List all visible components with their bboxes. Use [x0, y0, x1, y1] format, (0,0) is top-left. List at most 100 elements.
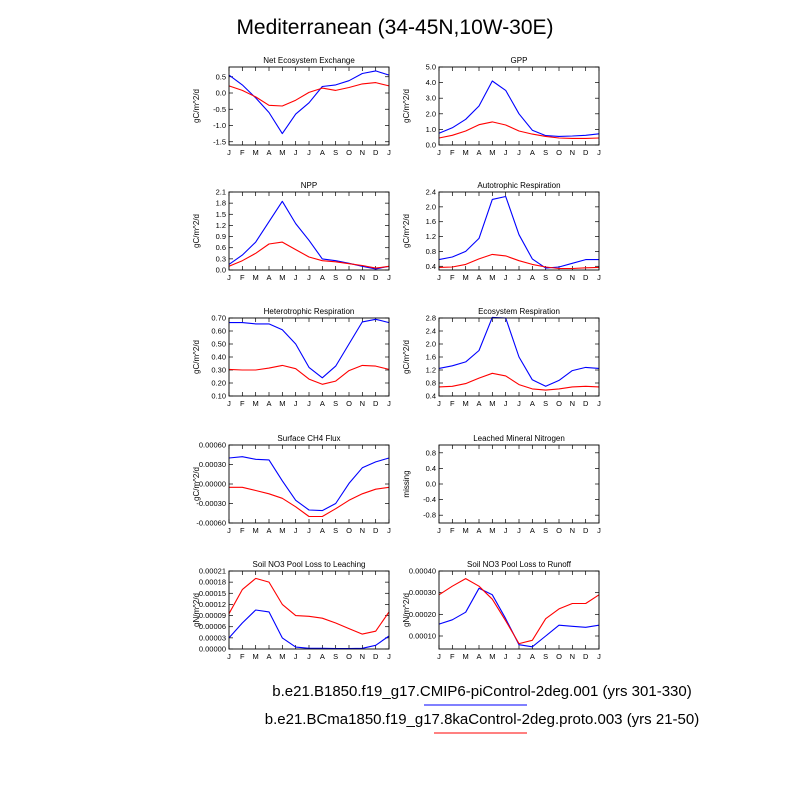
x-tick-label: O — [556, 526, 562, 535]
y-tick-label: -0.00030 — [196, 499, 226, 508]
x-tick-label: S — [333, 148, 338, 157]
y-tick-label: 0.00030 — [199, 460, 226, 469]
plot-frame — [228, 191, 390, 271]
x-tick-label: M — [279, 652, 285, 661]
y-tick-label: 0.8 — [426, 448, 436, 457]
x-tick-label: A — [530, 148, 535, 157]
x-tick-label: D — [583, 273, 589, 282]
y-tick-label: 0.10 — [211, 392, 226, 401]
x-tick-label: A — [476, 148, 481, 157]
y-tick-label: 0.0 — [216, 266, 226, 275]
y-tick-label: 2.4 — [426, 188, 436, 197]
series-line — [438, 578, 600, 645]
y-tick-label: 1.2 — [426, 366, 436, 375]
y-tick-label: 0.00000 — [199, 480, 226, 489]
series-line — [228, 609, 390, 650]
y-tick-label: 0.00012 — [199, 600, 226, 609]
x-tick-label: S — [333, 526, 338, 535]
x-tick-label: F — [240, 148, 245, 157]
x-tick-label: J — [294, 273, 298, 282]
y-tick-label: 0.00040 — [409, 567, 436, 576]
x-tick-label: O — [556, 399, 562, 408]
panel-title: Soil NO3 Pool Loss to Runoff — [467, 560, 572, 569]
series-line — [438, 80, 600, 137]
y-axis-label: gN/m^2/d — [402, 593, 411, 627]
x-tick-label: D — [373, 652, 379, 661]
y-tick-label: 2.0 — [426, 202, 436, 211]
y-tick-label: -0.4 — [423, 495, 436, 504]
panel-title: Soil NO3 Pool Loss to Leaching — [253, 560, 366, 569]
plot-frame — [438, 317, 600, 397]
panel-title: Autotrophic Respiration — [477, 181, 560, 190]
y-tick-label: 1.6 — [426, 217, 436, 226]
x-tick-label: J — [294, 652, 298, 661]
series-line — [229, 318, 390, 379]
x-tick-label: M — [279, 526, 285, 535]
y-tick-label: 1.5 — [216, 210, 226, 219]
x-tick-label: J — [504, 526, 508, 535]
x-tick-label: A — [476, 273, 481, 282]
x-tick-label: F — [450, 399, 455, 408]
x-tick-label: M — [253, 148, 259, 157]
x-tick-label: O — [346, 148, 352, 157]
x-tick-label: O — [556, 652, 562, 661]
y-tick-label: 0.8 — [426, 247, 436, 256]
panel-title: Surface CH4 Flux — [277, 434, 340, 443]
x-tick-label: N — [570, 652, 575, 661]
x-tick-label: J — [504, 652, 508, 661]
x-tick-label: J — [597, 526, 601, 535]
y-tick-label: 2.1 — [216, 188, 226, 197]
y-tick-label: -1.5 — [213, 137, 226, 146]
x-tick-label: N — [360, 526, 365, 535]
series-line — [228, 577, 390, 635]
x-tick-label: S — [543, 399, 548, 408]
x-tick-label: M — [489, 526, 495, 535]
x-tick-label: F — [240, 399, 245, 408]
y-tick-label: 0.20 — [211, 379, 226, 388]
y-tick-label: 1.2 — [216, 221, 226, 230]
x-tick-label: A — [266, 652, 271, 661]
panel-title: NPP — [301, 181, 317, 190]
y-tick-label: 0.4 — [426, 392, 436, 401]
x-tick-label: M — [463, 148, 469, 157]
x-tick-label: J — [307, 148, 311, 157]
plot-frame — [438, 444, 600, 524]
x-tick-label: N — [360, 148, 365, 157]
x-tick-label: M — [279, 148, 285, 157]
x-tick-label: D — [373, 148, 379, 157]
x-tick-label: O — [556, 148, 562, 157]
x-tick-label: J — [517, 273, 521, 282]
series-line — [438, 195, 599, 269]
x-tick-label: A — [476, 526, 481, 535]
x-tick-label: M — [253, 273, 259, 282]
x-tick-label: D — [373, 273, 379, 282]
x-tick-label: O — [346, 652, 352, 661]
y-axis-label: gC/m^2/d — [192, 467, 201, 501]
y-tick-label: 0.0 — [426, 480, 436, 489]
y-tick-label: -1.0 — [213, 121, 226, 130]
x-tick-label: M — [279, 273, 285, 282]
x-tick-label: A — [530, 273, 535, 282]
x-tick-label: J — [517, 652, 521, 661]
y-axis-label: missing — [402, 470, 411, 497]
x-tick-label: M — [489, 273, 495, 282]
x-tick-label: J — [307, 652, 311, 661]
x-tick-label: N — [360, 399, 365, 408]
x-tick-label: J — [437, 399, 441, 408]
y-tick-label: -0.00060 — [196, 519, 226, 528]
x-tick-label: J — [294, 526, 298, 535]
x-tick-label: S — [333, 652, 338, 661]
x-tick-label: J — [597, 399, 601, 408]
x-tick-label: F — [450, 273, 455, 282]
y-tick-label: 3.0 — [426, 94, 436, 103]
series-line — [228, 364, 390, 385]
x-tick-label: J — [387, 399, 391, 408]
y-tick-label: 0.00003 — [199, 633, 226, 642]
x-tick-label: J — [227, 399, 231, 408]
y-tick-label: 0.00009 — [199, 611, 226, 620]
